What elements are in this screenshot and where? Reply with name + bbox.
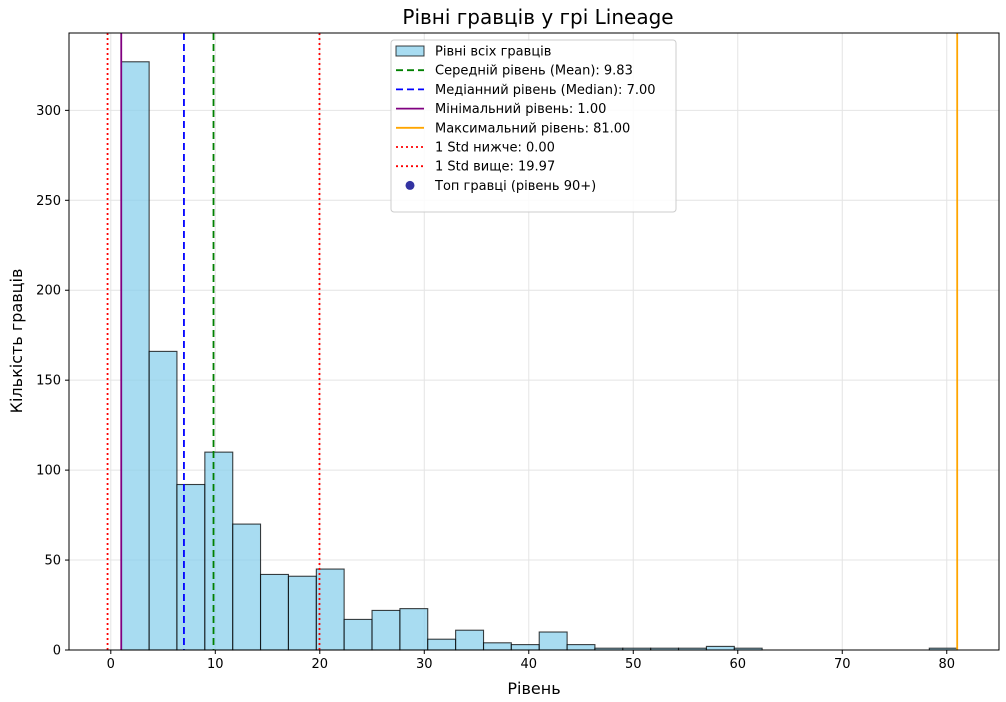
histogram-bar (510, 644, 540, 651)
y-tick-label: 100 (36, 464, 61, 479)
legend-label-std-low: 1 Std нижче: 0.00 (435, 141, 555, 156)
legend-swatch-top-players (405, 180, 415, 190)
x-tick-label: 60 (729, 657, 746, 672)
histogram-bar (455, 629, 485, 651)
histogram-bar (315, 568, 345, 651)
chart-title: Рівні гравців у грі Lineage (402, 5, 673, 29)
legend-label-mean: Середній рівень (Mean): 9.83 (435, 64, 633, 79)
histogram-bar (399, 608, 429, 651)
histogram-bar (566, 644, 596, 651)
x-tick-label: 20 (312, 657, 329, 672)
histogram-bar (343, 618, 373, 651)
histogram-bar (120, 61, 150, 651)
y-axis-label: Кількість гравців (7, 269, 26, 414)
y-tick-label: 300 (36, 104, 61, 119)
x-axis-ticks: 0 10 20 30 40 50 60 70 80 (107, 650, 955, 672)
histogram-bar (705, 645, 735, 651)
histogram-bar (371, 609, 401, 651)
y-tick-label: 200 (36, 284, 61, 299)
x-tick-label: 50 (625, 657, 642, 672)
histogram-bar (538, 631, 568, 651)
x-tick-label: 10 (207, 657, 224, 672)
legend: Рівні всіх гравців Середній рівень (Mean)… (390, 39, 677, 213)
y-axis-ticks: 0 50 100 150 200 250 300 (36, 104, 69, 659)
legend-label-median: Медіанний рівень (Median): 7.00 (435, 83, 656, 98)
y-tick-label: 150 (36, 374, 61, 389)
histogram-bar (148, 350, 178, 651)
legend-label-std-high: 1 Std вище: 19.97 (435, 160, 555, 175)
histogram-bars (120, 61, 958, 651)
legend-box (390, 39, 677, 213)
histogram-bar (287, 575, 317, 651)
plot-frame (68, 32, 1000, 651)
legend-swatch-histogram (395, 45, 425, 57)
x-axis-label: Рівень (507, 679, 560, 698)
histogram-bar (259, 573, 289, 651)
histogram-bar (204, 451, 234, 651)
legend-label-min: Мінімальний рівень: 1.00 (435, 102, 606, 117)
y-tick-label: 250 (36, 194, 61, 209)
legend-label-max: Максимальний рівень: 81.00 (435, 121, 630, 136)
y-tick-label: 50 (44, 554, 61, 569)
legend-label-top-players: Топ гравці (рівень 90+) (434, 179, 596, 194)
histogram-bar (232, 523, 262, 651)
reference-lines (106, 33, 959, 650)
legend-label-histogram: Рівні всіх гравців (435, 45, 551, 60)
histogram-bar (427, 638, 457, 651)
x-tick-label: 30 (416, 657, 433, 672)
histogram-bar (482, 642, 512, 651)
x-tick-label: 70 (834, 657, 851, 672)
x-tick-label: 80 (938, 657, 955, 672)
histogram-bar (176, 483, 206, 651)
y-tick-label: 0 (53, 644, 61, 659)
x-tick-label: 40 (521, 657, 538, 672)
x-tick-label: 0 (107, 657, 115, 672)
